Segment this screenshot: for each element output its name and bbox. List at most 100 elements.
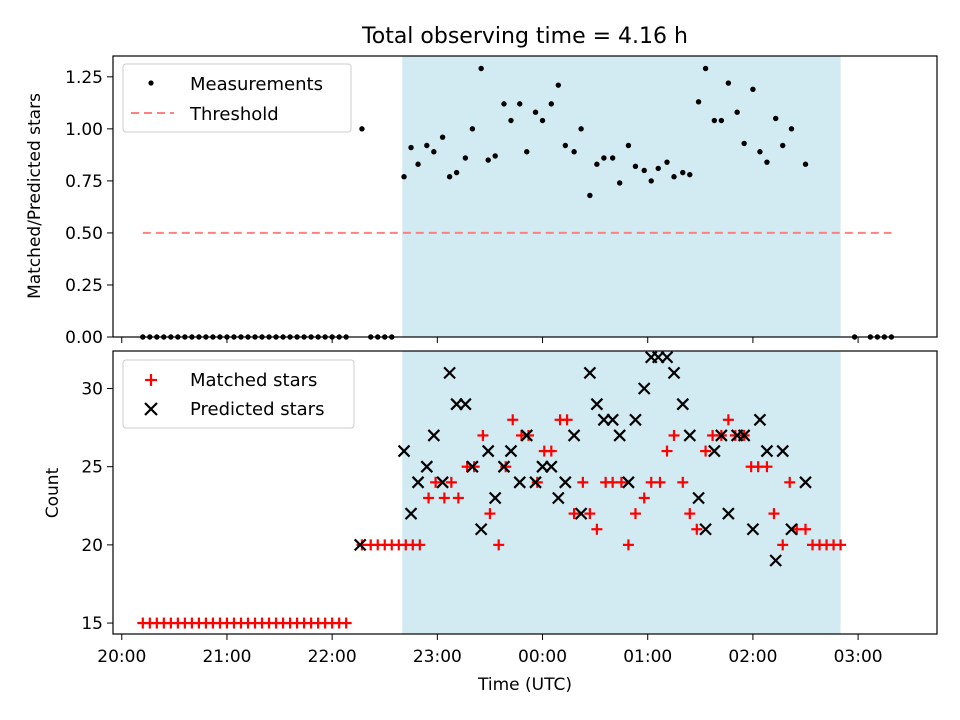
- measurement-point: [671, 174, 677, 180]
- matched-star-point: [531, 476, 543, 488]
- top-legend-box: [122, 63, 352, 133]
- predicted-star-point: [567, 429, 581, 442]
- matched-star-point: [477, 429, 489, 441]
- bottom-legend-box: [122, 359, 355, 429]
- top-y-tick-label: 1.25: [65, 68, 103, 88]
- chart-title: Total observing time = 4.16 h: [361, 24, 688, 49]
- predicted-star-point: [776, 444, 789, 458]
- measurement-point: [625, 142, 632, 149]
- predicted-star-point: [622, 476, 635, 489]
- predicted-star-point: [466, 460, 479, 473]
- bottom-x-ticks: 20:00 21:00 22:00 23:00 00:00 01:00 02:00 03:00: [97, 634, 883, 667]
- measurement-point: [524, 149, 530, 155]
- predicted-star-point: [574, 507, 588, 520]
- bottom-axes-frame: [112, 350, 938, 635]
- matched-star-point: [445, 476, 457, 488]
- matched-star-point: [768, 508, 780, 520]
- measurement-point: [587, 192, 593, 199]
- predicted-star-point: [769, 554, 782, 567]
- x-tick-label: 22:00: [308, 647, 357, 667]
- matched-star-point: [340, 617, 352, 629]
- predicted-star-point: [699, 522, 712, 536]
- legend-threshold-label: Threshold: [189, 104, 279, 125]
- x-tick-label: 02:00: [728, 647, 777, 667]
- measurement-point: [757, 149, 763, 155]
- legend-predicted-marker: [144, 402, 158, 416]
- matched-star-point: [423, 492, 435, 504]
- measurement-point: [594, 161, 600, 167]
- predicted-star-point: [436, 476, 449, 489]
- predicted-star-point: [404, 507, 418, 520]
- top-legend: Measurements Threshold: [122, 63, 352, 133]
- predicted-star-point: [606, 413, 619, 427]
- bottom-y-tick-label: 30: [81, 380, 103, 400]
- measurement-point: [655, 165, 661, 172]
- matched-star-points: [137, 414, 847, 629]
- predicted-star-point: [513, 476, 527, 489]
- matched-star-point: [622, 539, 634, 551]
- measurement-point: [687, 171, 693, 178]
- predicted-star-point: [520, 429, 534, 442]
- predicted-star-point: [504, 444, 518, 458]
- matched-star-point: [835, 539, 847, 551]
- measurement-point: [431, 149, 437, 155]
- matched-star-point: [654, 476, 666, 488]
- matched-star-point: [568, 508, 580, 520]
- predicted-star-point: [481, 444, 495, 458]
- matched-star-point: [438, 492, 450, 504]
- predicted-star-point: [746, 522, 760, 536]
- legend-measurements-marker: [148, 80, 154, 86]
- predicted-star-point: [799, 476, 812, 489]
- matched-star-point: [661, 445, 673, 457]
- predicted-star-point: [753, 413, 767, 427]
- matched-star-point: [591, 523, 603, 535]
- x-tick-label: 01:00: [623, 647, 672, 667]
- matched-star-point: [414, 539, 426, 551]
- bottom-panel: 15 20 25 30 20:00 21:00 22:00 23:00 00:00 01:00 0…: [43, 350, 938, 695]
- measurement-point: [424, 142, 430, 149]
- matched-star-point: [452, 492, 464, 504]
- matched-star-point: [577, 476, 589, 488]
- measurement-point: [401, 174, 407, 180]
- predicted-star-point: [785, 522, 798, 536]
- predicted-star-point: [692, 491, 705, 505]
- predicted-star-point: [559, 476, 572, 489]
- measurement-point: [601, 155, 607, 161]
- legend-matched-marker: [145, 374, 157, 386]
- top-y-ticks: 0.00 0.25 0.50 0.75 1.00 1.25: [65, 68, 113, 348]
- matched-star-point: [500, 461, 512, 473]
- matched-star-point: [638, 492, 650, 504]
- predicted-star-point: [637, 382, 651, 395]
- observing-span-top: [402, 56, 841, 337]
- predicted-star-point: [353, 538, 367, 552]
- predicted-star-point: [545, 460, 558, 473]
- measurement-point: [439, 134, 446, 140]
- matched-star-point: [784, 476, 796, 488]
- predicted-star-point: [660, 350, 674, 364]
- matched-star-point: [584, 508, 596, 520]
- matched-star-point: [615, 476, 627, 488]
- top-y-tick-label: 1.00: [65, 120, 103, 140]
- predicted-star-point: [613, 429, 626, 442]
- measurement-point: [725, 80, 732, 86]
- measurement-point: [485, 157, 491, 163]
- top-y-label: Matched/Predicted stars: [25, 93, 45, 299]
- measurement-point: [446, 174, 453, 180]
- measurement-point: [632, 163, 639, 170]
- measurement-point: [764, 159, 770, 165]
- measurement-point: [492, 153, 498, 159]
- predicted-star-point: [583, 366, 597, 380]
- measurement-point: [548, 101, 554, 107]
- predicted-star-point: [667, 366, 681, 380]
- top-y-tick-label: 0.00: [65, 328, 103, 348]
- measurement-point: [508, 117, 514, 124]
- x-tick-label: 20:00: [97, 647, 146, 667]
- legend-measurements-label: Measurements: [190, 74, 323, 95]
- measurement-point: [780, 142, 786, 149]
- measurement-point: [539, 117, 546, 124]
- observing-span-bottom: [402, 351, 841, 634]
- x-tick-label: 00:00: [518, 647, 567, 667]
- top-axes-frame: [112, 55, 938, 338]
- matched-star-point: [629, 508, 641, 520]
- predicted-star-point: [683, 429, 697, 442]
